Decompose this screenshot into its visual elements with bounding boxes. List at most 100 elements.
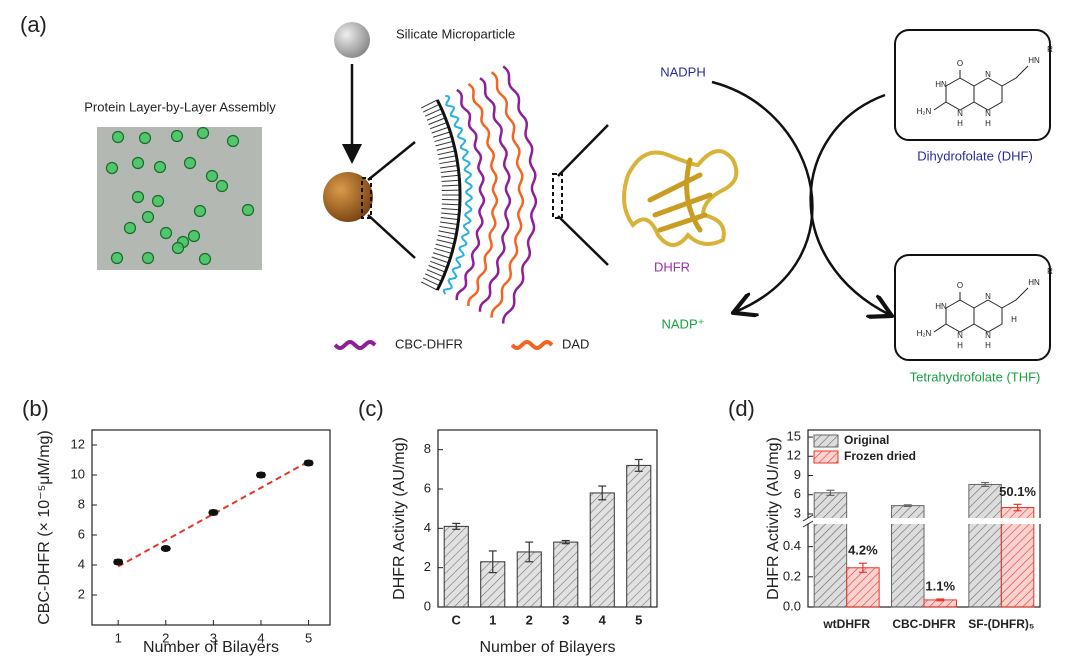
- bar: [1000, 507, 1035, 608]
- protein-layer: [467, 82, 499, 306]
- x-tick-label: 4: [599, 612, 607, 627]
- brush-line: [439, 225, 458, 230]
- bond: [1001, 287, 1029, 309]
- brush-line: [420, 281, 438, 291]
- atom-label: N: [985, 70, 991, 79]
- cell: [141, 210, 155, 224]
- bar: [553, 541, 579, 608]
- cell: [226, 134, 240, 148]
- brush-line: [437, 150, 456, 156]
- atom-label: H₂N: [917, 329, 932, 338]
- atom-label: H: [1011, 315, 1017, 324]
- cell: [193, 204, 207, 218]
- atom-label: H₂N: [917, 107, 932, 116]
- atom-label: O: [957, 281, 963, 290]
- y-tick-label: 4: [424, 520, 431, 535]
- cofactor-label: NADPH: [660, 64, 706, 79]
- zoom-line: [367, 141, 416, 181]
- brush-line: [435, 140, 454, 147]
- annotation: 50.1%: [999, 484, 1036, 499]
- plot-frame: [437, 429, 658, 608]
- y-tick-label: 0.0: [783, 598, 801, 613]
- atom-label: H: [957, 341, 963, 350]
- brush-line: [430, 122, 448, 130]
- compound-name: Dihydrofolate (DHF): [917, 148, 1033, 163]
- cell: [151, 194, 165, 208]
- brush-line: [430, 260, 448, 268]
- reaction-arrow: [711, 80, 814, 312]
- x-tick-label: 3: [210, 630, 217, 645]
- brush-line: [438, 155, 457, 160]
- legend-swatch: [813, 434, 839, 448]
- y-axis-label: DHFR Activity (AU/mg): [765, 437, 782, 600]
- atom-label: N: [957, 109, 963, 118]
- brush-line: [424, 273, 442, 282]
- cell: [198, 252, 212, 266]
- cell: [153, 160, 167, 174]
- cell: [196, 126, 210, 140]
- legend-swatch: [333, 339, 377, 351]
- brush-line: [432, 252, 451, 259]
- point: [208, 509, 219, 516]
- brush-line: [440, 221, 458, 226]
- cell: [141, 251, 155, 265]
- bar: [626, 464, 652, 608]
- brush-line: [437, 234, 456, 240]
- atom-label: N: [957, 331, 963, 340]
- cell: [171, 241, 185, 255]
- legend-label: CBC-DHFR: [395, 336, 463, 351]
- brush-line: [432, 131, 451, 138]
- brush-line: [441, 179, 460, 182]
- y-tick-label: 2: [424, 559, 431, 574]
- cell: [159, 226, 173, 240]
- zoom-line: [367, 214, 416, 259]
- x-tick-label: CBC-DHFR: [892, 617, 956, 631]
- brush-line: [438, 230, 457, 235]
- legend-label: Frozen dried: [844, 449, 916, 463]
- brush-line: [441, 203, 460, 206]
- y-tick-label: 6: [794, 486, 801, 501]
- y-axis-label: CBC-DHFR (× 10⁻⁵μM/mg): [36, 430, 53, 625]
- point: [113, 558, 124, 566]
- atom-label: R: [1047, 267, 1053, 276]
- brush-line: [439, 160, 458, 165]
- atom-label: R: [1047, 45, 1053, 54]
- panel-label: (b): [22, 396, 49, 421]
- brush-line: [436, 239, 455, 245]
- brush-line: [431, 126, 449, 134]
- annotation: 4.2%: [848, 543, 878, 558]
- cell: [138, 131, 152, 145]
- y-tick-label: 12: [787, 448, 801, 463]
- y-tick-label: 6: [424, 480, 431, 495]
- cell: [183, 156, 197, 170]
- bar: [968, 483, 1002, 608]
- bond: [933, 323, 947, 333]
- legend-swatch: [813, 450, 839, 464]
- panel-label: (a): [20, 12, 47, 37]
- x-tick-label: 1: [489, 612, 496, 627]
- plot-frame: [91, 429, 331, 626]
- brush-line: [422, 103, 440, 113]
- panel-label: (d): [728, 396, 755, 421]
- assembly-label: Protein Layer-by-Layer Assembly: [84, 99, 276, 114]
- atom-label: HN: [935, 302, 947, 311]
- brush-line: [434, 136, 452, 143]
- fit-line: [117, 460, 310, 568]
- y-tick-label: 8: [424, 441, 431, 456]
- y-tick-label: 8: [78, 496, 85, 511]
- cell: [187, 229, 201, 243]
- layer-stack: [420, 65, 538, 324]
- bond: [1001, 65, 1029, 87]
- brush-line: [440, 164, 458, 169]
- break-mark: [802, 514, 814, 522]
- silicate-particle: [334, 22, 370, 58]
- y-tick-label: 0.2: [783, 568, 801, 583]
- layer-legend: CBC-DHFR DAD: [333, 336, 589, 351]
- protein-layer: [455, 88, 486, 301]
- compound-name: Tetrahydrofolate (THF): [910, 369, 1041, 384]
- x-tick-label: 2: [162, 630, 169, 645]
- x-tick-label: 4: [257, 630, 264, 645]
- cell: [131, 156, 145, 170]
- y-axis-label: DHFR Activity (AU/mg): [391, 437, 408, 600]
